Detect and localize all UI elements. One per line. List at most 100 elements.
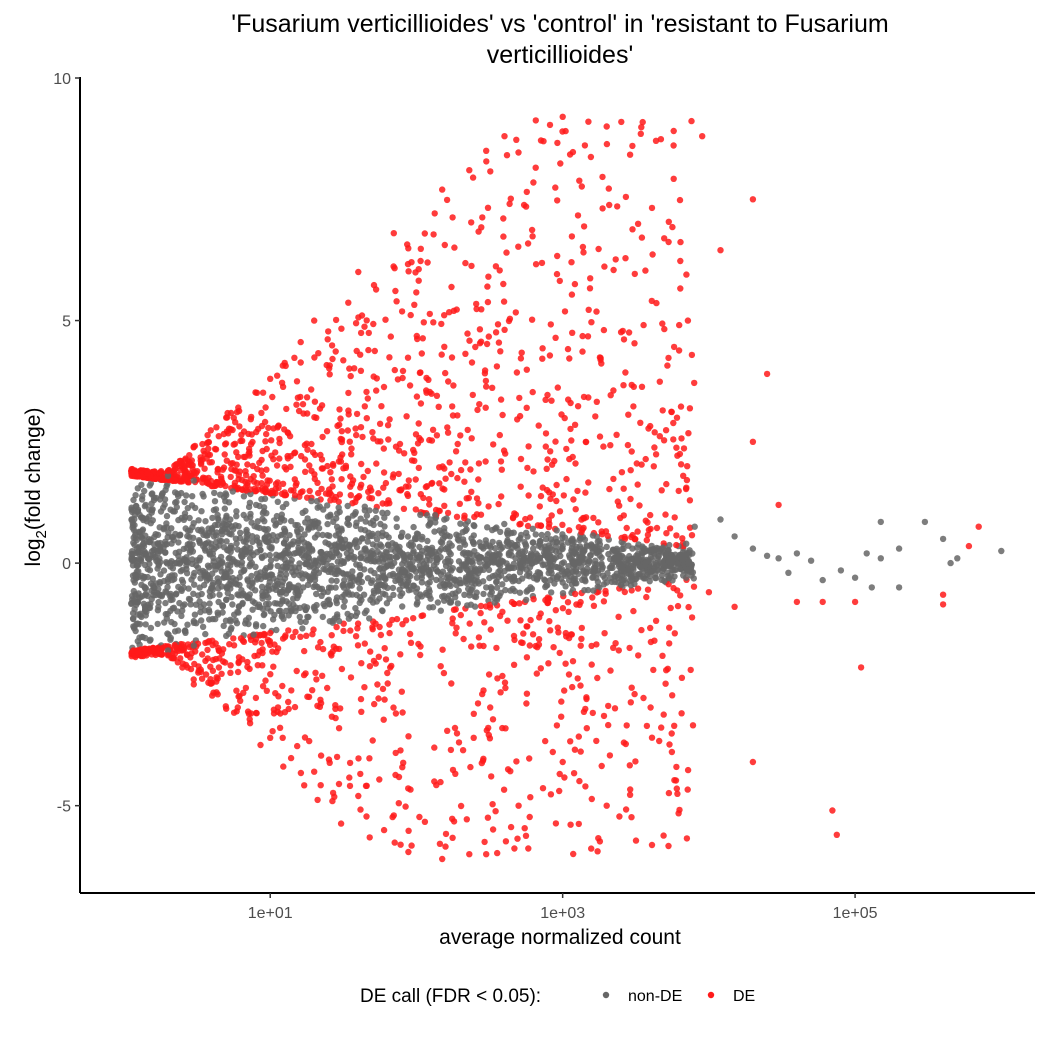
point-de [311,414,318,421]
point-de [182,661,190,669]
point-de [443,196,451,204]
point-non-de [319,613,326,621]
point-non-de [169,565,177,572]
point-de [328,476,335,483]
point-de [355,268,362,276]
point-non-de [260,611,267,619]
point-de [510,661,518,668]
point-de [355,792,362,800]
point-non-de [598,554,605,561]
point-de [483,158,490,165]
point-de [183,651,191,659]
point-non-de [305,523,312,530]
point-de [533,670,540,677]
point-de [469,391,476,399]
y-tick-label: -5 [57,799,71,816]
point-non-de [646,547,653,554]
point-de [554,139,561,147]
point-non-de [793,550,801,557]
point-de [245,445,253,453]
point-de [626,762,633,769]
point-de [324,462,331,470]
point-non-de [250,551,257,559]
point-de [600,712,608,720]
point-de [622,740,629,748]
point-non-de [394,545,401,553]
point-de [501,326,508,333]
point-de [404,490,411,498]
point-de [576,777,583,785]
point-non-de [280,531,287,538]
point-de [477,511,485,518]
point-de [324,684,331,692]
point-de [547,627,554,634]
point-de [585,118,592,125]
point-de [637,130,644,137]
x-tick-label: 1e+03 [540,905,585,922]
point-non-de [582,578,589,585]
point-de [328,342,336,349]
point-de [488,773,495,780]
point-non-de [638,552,645,560]
point-de [250,478,258,485]
point-de [535,422,542,429]
point-non-de [553,527,560,534]
point-non-de [285,612,292,619]
point-de [559,605,567,612]
point-de [258,639,265,647]
point-de [442,369,449,377]
point-de [484,814,492,821]
point-de [620,382,627,389]
point-de [311,354,318,361]
point-non-de [195,592,202,599]
point-de [417,369,424,376]
point-non-de [607,564,615,571]
point-de [671,630,678,637]
point-non-de [249,538,256,545]
point-non-de [300,554,308,561]
point-de [833,831,840,838]
point-de [562,660,569,667]
point-non-de [318,592,325,599]
point-de [574,212,582,219]
point-de [610,475,617,483]
point-non-de [287,560,294,567]
point-non-de [208,584,216,591]
point-non-de [410,523,417,531]
point-de [218,650,226,657]
point-non-de [316,585,323,592]
point-non-de [147,580,155,587]
point-de [588,319,595,326]
point-non-de [176,532,184,539]
point-non-de [173,498,180,506]
point-non-de [361,507,368,514]
point-non-de [274,562,281,570]
point-non-de [338,527,345,534]
point-non-de [130,539,137,546]
point-non-de [594,538,601,545]
y-tick-label: 5 [62,314,71,331]
point-non-de [523,596,530,604]
point-de [197,461,205,468]
point-de [523,654,531,661]
point-non-de [589,532,597,539]
point-de [259,472,266,479]
point-non-de [418,593,426,600]
point-de [468,435,475,442]
point-de [300,671,308,679]
point-non-de [130,534,137,541]
point-non-de [252,587,259,594]
point-de [135,648,142,655]
point-de [444,727,451,734]
point-de [549,748,556,756]
point-non-de [616,553,623,560]
point-de [385,436,392,443]
point-non-de [333,597,340,604]
point-de [214,466,221,473]
point-de [281,492,288,499]
point-de [675,487,682,495]
point-de [417,400,425,407]
point-de [466,620,473,627]
point-de [470,710,477,717]
point-de [363,317,370,324]
